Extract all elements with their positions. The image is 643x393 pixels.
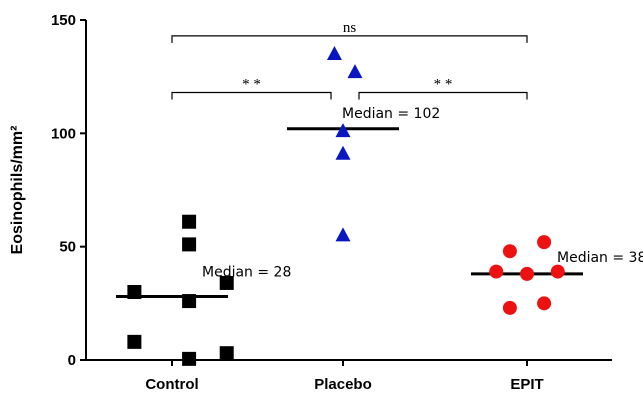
significance-bracket xyxy=(358,91,528,100)
y-tick-label: 150 xyxy=(51,12,76,29)
x-tick-labels: Control Placebo EPIT xyxy=(145,360,544,393)
placebo-point xyxy=(335,145,351,160)
median-label: Median = 38 xyxy=(557,250,643,266)
significance-label: * * xyxy=(434,77,453,93)
significance-label: ns xyxy=(343,20,357,36)
control-point xyxy=(127,334,142,349)
epit-point xyxy=(520,266,534,281)
y-tick-label: 100 xyxy=(51,125,76,142)
placebo-point xyxy=(326,46,342,60)
control-point xyxy=(127,285,142,299)
control-point xyxy=(182,214,197,229)
placebo-point xyxy=(335,123,351,138)
control-point xyxy=(219,346,234,361)
epit-point xyxy=(550,264,565,279)
control-point xyxy=(219,275,234,290)
median-label: Median = 102 xyxy=(342,106,440,122)
placebo-point xyxy=(335,227,351,242)
x-tick-label: EPIT xyxy=(510,376,543,393)
significance-label: * * xyxy=(242,77,261,93)
median-lines: Median = 28 Median = 102 Median = 38 xyxy=(116,106,643,299)
significance-bracket xyxy=(171,91,332,100)
data-points xyxy=(127,46,565,366)
epit-point xyxy=(537,235,552,250)
control-point xyxy=(182,294,197,309)
epit-point xyxy=(502,300,517,315)
axes xyxy=(85,20,612,361)
median-label: Median = 28 xyxy=(202,265,291,281)
placebo-point xyxy=(347,64,363,79)
y-tick-label: 0 xyxy=(68,352,76,369)
x-tick-label: Placebo xyxy=(314,376,372,393)
control-point xyxy=(182,351,197,366)
epit-point xyxy=(537,296,552,311)
x-tick-label: Control xyxy=(145,376,198,393)
epit-point xyxy=(489,264,504,279)
significance-bracket xyxy=(171,35,528,43)
epit-point xyxy=(502,244,517,259)
y-tick-label: 50 xyxy=(59,239,76,256)
control-point xyxy=(182,237,197,252)
y-axis-title: Eosinophils/mm² xyxy=(9,126,26,255)
y-ticks: 0 50 100 150 xyxy=(51,12,86,369)
significance-brackets: ns * * * * xyxy=(171,20,528,100)
